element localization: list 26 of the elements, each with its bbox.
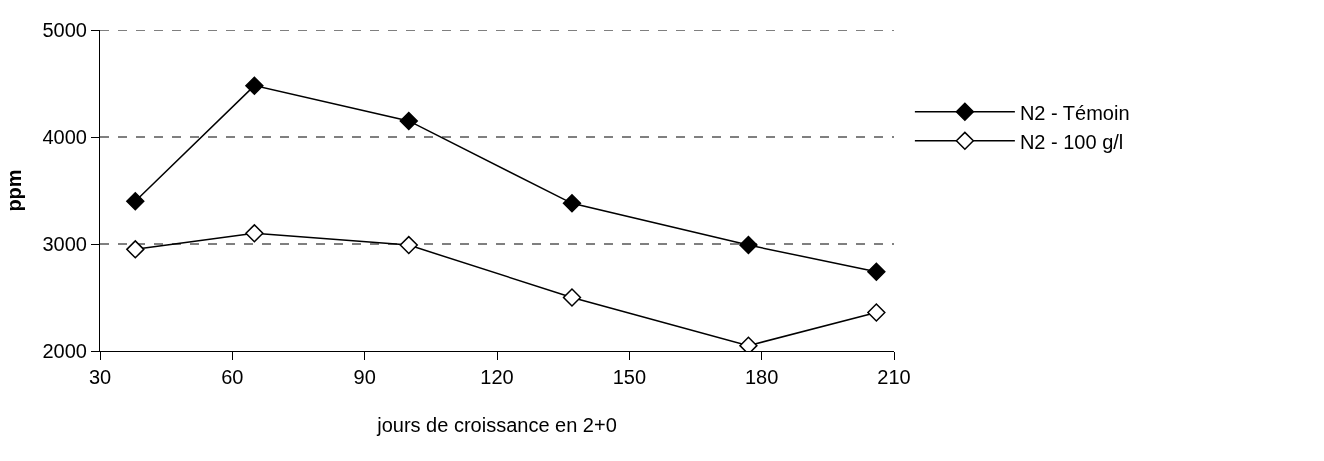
point [562,288,582,307]
point [867,262,886,282]
y-tick-label: 5000 [42,19,87,41]
point [126,192,145,211]
point [867,303,886,322]
x-tick-label: 90 [353,366,376,388]
point [245,224,264,243]
y-tick-label: 4000 [42,126,87,148]
x-tick-label: 120 [480,366,514,388]
point [399,111,418,131]
point [126,240,145,259]
y-tick-label: 3000 [42,233,87,255]
point [399,235,418,255]
x-tick-label: 60 [221,366,244,388]
legend-label: N2 - 100 g/l [1019,130,1124,153]
legend-label: N2 - Témoin [1019,101,1130,124]
point [739,235,758,255]
x-tick-label: 180 [744,366,779,388]
point [245,76,264,95]
point [562,194,582,213]
x-tick-label: 150 [612,366,647,388]
x-axis-title: jours de croissance en 2+0 [376,413,617,436]
y-tick-label: 2000 [42,340,87,362]
x-tick-label: 210 [877,366,911,388]
x-tick-label: 30 [88,366,112,388]
y-axis-title: ppm [3,169,25,212]
